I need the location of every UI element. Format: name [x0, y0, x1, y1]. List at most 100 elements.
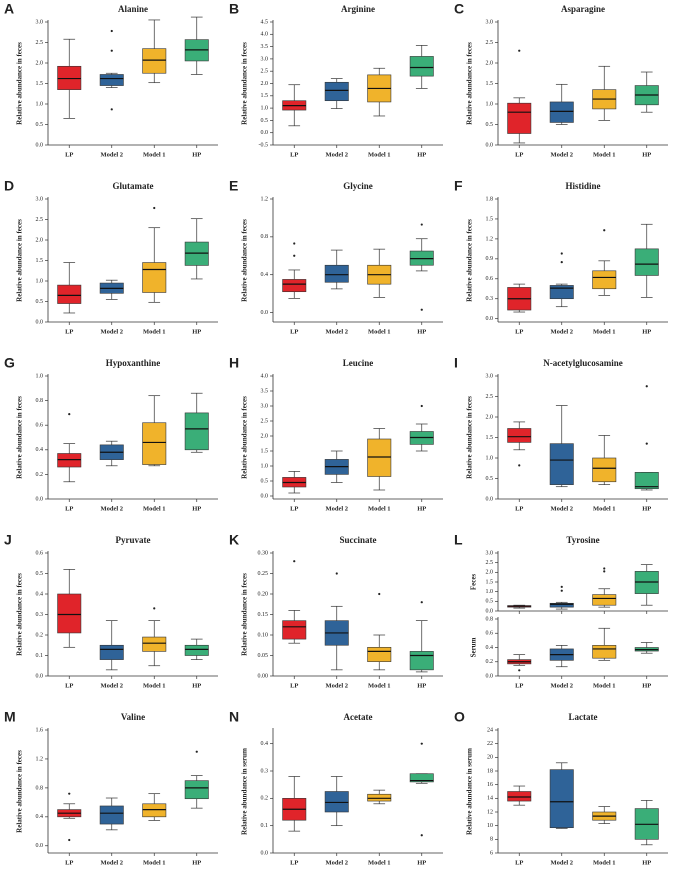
y-tick-label: 0.6 — [36, 423, 44, 429]
box — [142, 262, 167, 293]
y-axis-label: Relative abundance in feces — [466, 42, 474, 125]
x-tick-label: Model 2 — [100, 505, 123, 512]
panel-title: Leucine — [343, 358, 374, 368]
x-tick-label: Model 1 — [143, 859, 166, 866]
x-tick-label: HP — [642, 859, 651, 866]
y-tick-label: 0.4 — [36, 814, 44, 820]
y-axis-label: Relative abundance in feces — [16, 219, 24, 302]
y-tick-label: 0.3 — [36, 612, 44, 618]
x-tick-label: Model 1 — [143, 505, 166, 512]
y-tick-label: 0.0 — [261, 850, 269, 856]
x-tick-label: LP — [65, 505, 73, 512]
y-tick-label: 0.5 — [486, 476, 494, 482]
box — [57, 65, 82, 90]
y-tick-label: 1.0 — [486, 101, 494, 107]
x-tick-label: Model 1 — [593, 859, 616, 866]
y-tick-label: 0.8 — [36, 785, 44, 791]
x-tick-label: Model 2 — [550, 151, 573, 158]
box — [367, 793, 392, 802]
y-tick-label: 12 — [487, 809, 493, 815]
x-tick-label: Model 1 — [368, 682, 391, 689]
y-tick-label: 1.0 — [261, 105, 269, 111]
outlier — [518, 669, 521, 672]
outlier — [378, 592, 381, 596]
y-tick-label: 0.0 — [36, 673, 44, 679]
x-tick-label: LP — [515, 505, 523, 512]
x-tick-label: HP — [417, 505, 426, 512]
y-tick-label: 2.5 — [261, 418, 269, 424]
y-tick-label: 1.5 — [36, 258, 44, 264]
outlier — [68, 413, 71, 416]
outlier — [110, 49, 113, 52]
y-tick-label: 2.0 — [36, 237, 44, 243]
x-tick-label: Model 1 — [593, 505, 616, 512]
box — [549, 769, 574, 829]
outlier — [560, 585, 563, 588]
x-tick-label: LP — [515, 328, 523, 335]
y-axis-label: Relative abundance in feces — [241, 219, 249, 302]
outlier — [560, 589, 563, 592]
y-tick-label: 0.9 — [486, 256, 494, 262]
y-tick-label: 1.0 — [486, 455, 494, 461]
panel-letter: A — [4, 1, 14, 17]
panel-title: Hypoxanthine — [106, 358, 161, 368]
box — [549, 285, 574, 300]
x-tick-label: HP — [417, 859, 426, 866]
y-tick-label: 18 — [487, 768, 493, 774]
x-tick-label: LP — [515, 151, 523, 158]
x-tick-label: Model 1 — [143, 328, 166, 335]
x-tick-label: HP — [417, 328, 426, 335]
box — [409, 651, 434, 671]
y-tick-label: 0.6 — [486, 276, 494, 282]
y-axis-label: Relative abundance in serum — [241, 748, 249, 835]
y-tick-label: 4.0 — [261, 373, 269, 379]
x-tick-label: LP — [290, 151, 298, 158]
x-tick-label: Model 1 — [368, 151, 391, 158]
y-tick-label: 1.5 — [486, 435, 494, 441]
y-axis-label: Relative abundance in feces — [241, 42, 249, 125]
x-tick-label: Model 1 — [593, 328, 616, 335]
y-tick-label: 2.0 — [261, 433, 269, 439]
outlier — [420, 834, 423, 837]
y-tick-label: 1.6 — [36, 727, 44, 733]
y-axis-label: Relative abundance in feces — [241, 396, 249, 479]
x-tick-label: Model 1 — [368, 328, 391, 335]
x-tick-label: LP — [515, 859, 523, 866]
panel-letter: H — [229, 355, 239, 371]
y-tick-label: 0.5 — [36, 299, 44, 305]
x-tick-label: Model 2 — [550, 328, 573, 335]
outlier — [420, 404, 423, 408]
y-tick-label: 16 — [487, 782, 493, 788]
y-tick-label: 0.2 — [36, 472, 44, 478]
y-tick-label: 0.4 — [261, 272, 269, 278]
panel-title: Glycine — [343, 181, 373, 191]
x-tick-label: Model 1 — [593, 151, 616, 158]
y-tick-label: 3.0 — [36, 19, 44, 25]
outlier — [68, 792, 71, 795]
panel-title: Pyruvate — [116, 535, 151, 545]
y-tick-label: 0.0 — [261, 493, 269, 499]
panel-title: Arginine — [341, 4, 375, 14]
y-tick-label: 2.0 — [36, 60, 44, 66]
x-tick-label: HP — [642, 505, 651, 512]
box — [57, 453, 82, 468]
box — [184, 644, 209, 656]
box — [184, 412, 209, 451]
box — [549, 101, 574, 123]
y-tick-label: 0.10 — [258, 632, 269, 638]
panel-letter: E — [229, 178, 238, 194]
outlier — [560, 252, 563, 255]
box — [99, 74, 124, 86]
y-tick-label: 0.8 — [261, 234, 269, 240]
box — [57, 284, 82, 304]
y-tick-label: 3.0 — [486, 373, 494, 379]
y-tick-label: 2.5 — [486, 394, 494, 400]
x-tick-label: Model 1 — [368, 859, 391, 866]
outlier — [110, 29, 113, 33]
box — [282, 279, 307, 293]
x-tick-label: HP — [417, 151, 426, 158]
panel-letter: I — [454, 355, 458, 371]
outlier — [603, 570, 606, 573]
box — [99, 805, 124, 825]
x-tick-label: Model 2 — [550, 859, 573, 866]
